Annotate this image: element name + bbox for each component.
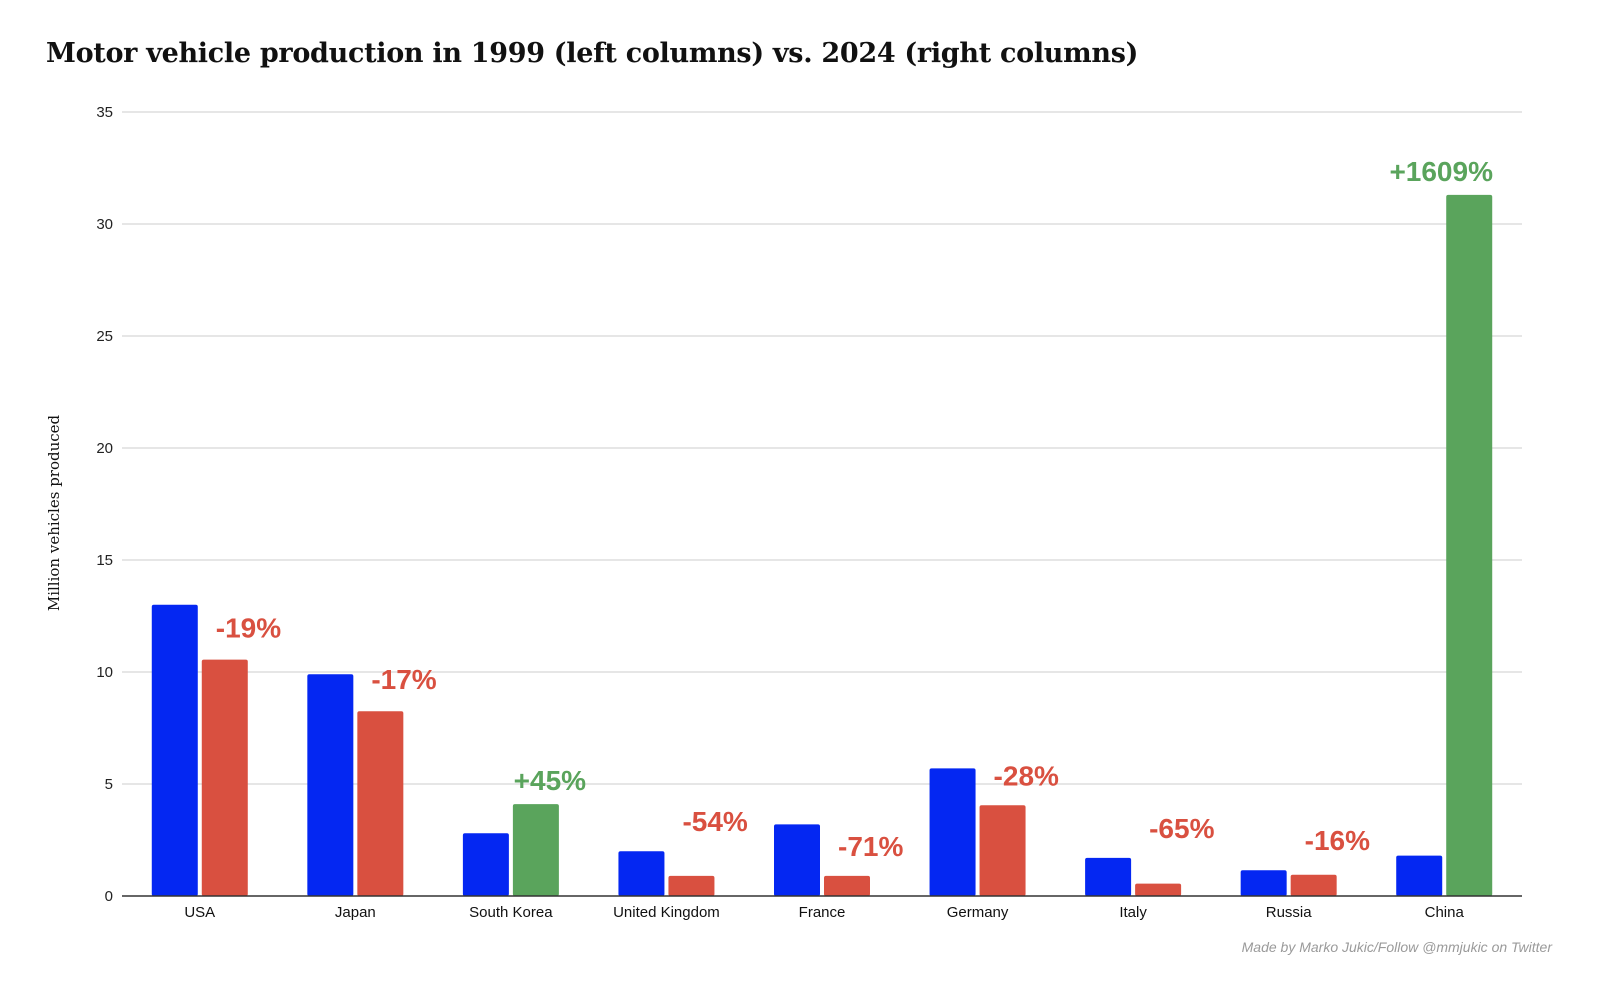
y-tick-label: 30 (96, 216, 113, 233)
x-tick-label: France (799, 904, 846, 921)
x-tick-label: Italy (1119, 904, 1147, 921)
credit-text: Made by Marko Jukic/Follow @mmjukic on T… (1241, 939, 1552, 955)
y-axis-label: Million vehicles produced (45, 414, 63, 611)
bars (151, 194, 1493, 896)
y-tick-label: 25 (96, 328, 113, 345)
x-tick-label: United Kingdom (613, 904, 720, 921)
x-tick-label: Japan (335, 904, 376, 921)
bar-1999-japan (307, 674, 354, 896)
x-tick-label: Germany (947, 904, 1009, 921)
y-axis-ticks: 0 5 10 15 20 25 30 35 (96, 104, 113, 905)
bar-2024-france (824, 875, 870, 896)
bar-2024-usa (201, 659, 248, 896)
bar-1999-united-kingdom (618, 851, 665, 896)
bar-2024-germany (979, 805, 1026, 896)
bar-2024-japan (357, 711, 404, 896)
change-label: -65% (1149, 813, 1214, 844)
bar-2024-united-kingdom (668, 875, 715, 896)
x-tick-label: USA (184, 904, 215, 921)
x-axis-ticks: USA Japan South Korea United Kingdom France G… (184, 904, 1464, 921)
x-tick-label: Russia (1266, 904, 1313, 921)
bar-1999-germany (929, 768, 976, 896)
y-tick-label: 5 (105, 776, 113, 793)
change-label: +45% (514, 765, 586, 796)
change-annotations: -19% -17% +45% -54% -71% -28% -65% -16% +1609% (216, 156, 1493, 862)
change-label: -71% (838, 831, 903, 862)
y-tick-label: 35 (96, 104, 113, 121)
bar-2024-south-korea (512, 804, 559, 896)
chart-title: Motor vehicle production in 1999 (left c… (46, 38, 1139, 69)
change-label: -16% (1305, 825, 1370, 856)
bar-1999-france (774, 824, 820, 896)
y-tick-label: 10 (96, 664, 113, 681)
bar-1999-usa (151, 604, 198, 896)
change-label: -54% (682, 806, 747, 837)
y-tick-label: 0 (105, 888, 113, 905)
bar-2024-italy (1135, 883, 1182, 896)
change-label: -28% (994, 760, 1059, 791)
bar-1999-china (1396, 855, 1443, 896)
bar-2024-russia (1290, 874, 1337, 896)
x-tick-label: South Korea (469, 904, 553, 921)
bar-1999-south-korea (462, 833, 509, 896)
bar-1999-italy (1085, 857, 1132, 896)
change-label: -19% (216, 613, 281, 644)
bar-2024-china (1446, 194, 1493, 896)
x-tick-label: China (1425, 904, 1465, 921)
y-tick-label: 20 (96, 440, 113, 457)
gridlines (122, 111, 1522, 785)
bar-1999-russia (1240, 870, 1287, 896)
change-label: +1609% (1389, 156, 1493, 187)
y-tick-label: 15 (96, 552, 113, 569)
change-label: -17% (371, 664, 436, 695)
